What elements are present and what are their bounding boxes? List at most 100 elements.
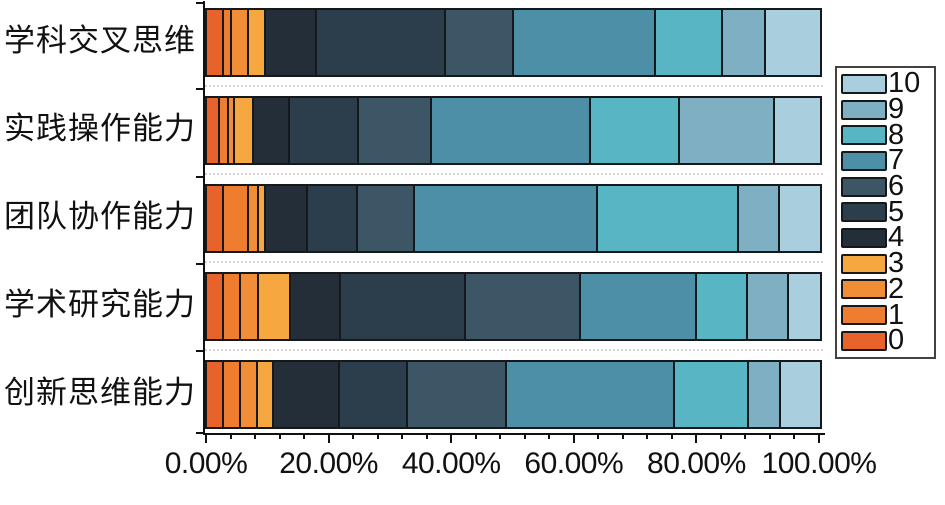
bar-segment xyxy=(464,274,580,339)
x-axis-minor-tick xyxy=(425,435,428,439)
bar-segment xyxy=(405,362,506,427)
y-axis-tick xyxy=(196,176,203,178)
x-axis-minor-tick xyxy=(254,435,257,439)
x-axis-minor-tick xyxy=(376,435,379,439)
row-separator-line xyxy=(205,349,823,351)
bar-segment xyxy=(314,10,444,75)
legend-label: 3 xyxy=(888,247,905,280)
x-axis-minor-tick xyxy=(352,435,355,439)
y-axis-label: 学术研究能力 xyxy=(4,286,196,322)
bar-segment xyxy=(787,274,820,339)
y-axis-label: 学科交叉思维 xyxy=(4,22,196,58)
legend-swatch xyxy=(841,176,887,197)
legend-entry: 5 xyxy=(841,197,932,226)
bar-segment xyxy=(306,186,356,251)
legend-label: 0 xyxy=(888,324,905,357)
bar-segment xyxy=(238,362,257,427)
x-axis-major-tick xyxy=(327,435,330,443)
bar-segment xyxy=(207,362,222,427)
legend-swatch xyxy=(841,330,887,351)
bar-segment xyxy=(721,10,764,75)
x-axis-major-tick xyxy=(572,435,575,443)
bar-segment xyxy=(257,274,290,339)
bar-segment xyxy=(247,186,257,251)
legend-swatch xyxy=(841,305,887,326)
y-axis-label: 团队协作能力 xyxy=(4,198,196,234)
legend-entry: 3 xyxy=(841,247,932,280)
y-axis-tick xyxy=(196,2,203,4)
bar-segment xyxy=(289,274,339,339)
x-axis-minor-tick xyxy=(523,435,526,439)
bar-segment xyxy=(654,10,722,75)
bar-segment xyxy=(247,10,264,75)
legend-label: 6 xyxy=(888,170,905,203)
legend-label: 8 xyxy=(888,118,905,151)
bar-segment xyxy=(263,10,315,75)
y-axis-label: 实践操作能力 xyxy=(4,110,196,146)
bar-segment xyxy=(207,10,222,75)
bar-segment xyxy=(745,274,788,339)
x-axis-major-tick xyxy=(818,435,820,443)
bar-segment xyxy=(430,98,589,163)
x-axis-minor-tick xyxy=(719,435,722,439)
bar-segment xyxy=(505,362,674,427)
x-axis-minor-tick xyxy=(793,435,796,439)
row-separator-line xyxy=(205,261,823,263)
x-axis-minor-tick xyxy=(278,435,281,439)
bar-segment xyxy=(355,186,413,251)
legend-label: 10 xyxy=(888,67,921,100)
legend-label: 7 xyxy=(888,144,905,177)
x-axis-minor-tick xyxy=(401,435,404,439)
bar-row xyxy=(205,8,822,77)
legend: 10 9 8 7 6 5 4 3 2 1 0 xyxy=(835,66,936,359)
legend-swatch xyxy=(841,125,887,146)
bar-segment xyxy=(694,274,746,339)
legend-entry: 10 xyxy=(841,67,932,100)
bar-segment xyxy=(226,98,234,163)
x-axis-minor-tick xyxy=(744,435,747,439)
bar-segment xyxy=(595,186,738,251)
y-axis-tick xyxy=(196,88,203,90)
y-axis-tick xyxy=(196,432,203,434)
bar-segment xyxy=(338,274,465,339)
x-axis-label: 80.00% xyxy=(647,447,746,480)
bar-segment xyxy=(221,186,248,251)
bar-segment xyxy=(579,274,695,339)
row-separator-line xyxy=(205,173,823,175)
x-axis-minor-tick xyxy=(768,435,771,439)
bar-segment xyxy=(678,98,773,163)
bar-segment xyxy=(251,98,288,163)
x-axis-minor-tick xyxy=(229,435,232,439)
x-axis-minor-tick xyxy=(670,435,673,439)
bar-segment xyxy=(338,362,406,427)
legend-swatch xyxy=(841,99,887,120)
bar-segment xyxy=(256,186,264,251)
bar-segment xyxy=(746,362,779,427)
bar-segment xyxy=(256,362,272,427)
bar-segment xyxy=(239,274,258,339)
x-axis-minor-tick xyxy=(499,435,502,439)
bar-segment xyxy=(207,186,222,251)
bar-row xyxy=(205,184,822,253)
x-axis-minor-tick xyxy=(474,435,477,439)
bar-segment xyxy=(512,10,655,75)
bar-segment xyxy=(221,362,239,427)
bar-segment xyxy=(737,186,779,251)
legend-entry: 4 xyxy=(841,223,932,252)
x-axis-minor-tick xyxy=(646,435,649,439)
bar-segment xyxy=(763,10,820,75)
legend-entry: 1 xyxy=(841,300,932,329)
x-axis-major-tick xyxy=(695,435,698,443)
bar-segment xyxy=(263,186,307,251)
legend-swatch xyxy=(841,150,887,171)
bar-segment xyxy=(588,98,679,163)
row-separator-line xyxy=(205,85,823,87)
legend-entry: 0 xyxy=(841,324,932,357)
x-axis-label: 20.00% xyxy=(279,447,378,480)
legend-entry: 6 xyxy=(841,170,932,203)
bar-segment xyxy=(218,98,227,163)
bar-segment xyxy=(233,98,252,163)
bar-segment xyxy=(357,98,431,163)
bar-segment xyxy=(221,274,240,339)
y-axis-label: 创新思维能力 xyxy=(4,374,196,410)
